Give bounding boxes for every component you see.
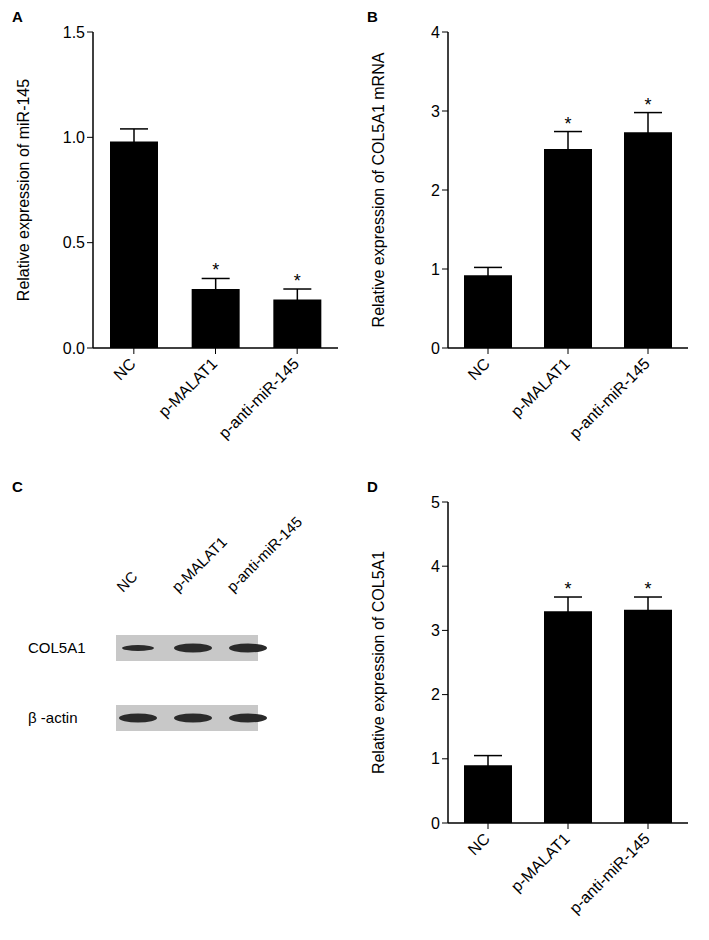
- svg-text:2: 2: [431, 686, 440, 703]
- svg-text:NC: NC: [465, 830, 493, 858]
- html-text:C: C: [12, 478, 23, 495]
- svg-text:p-anti-miR-145: p-anti-miR-145: [223, 513, 305, 595]
- svg-text:0.0: 0.0: [63, 340, 85, 357]
- svg-text:NC: NC: [113, 568, 140, 595]
- svg-text:p-anti-miR-145: p-anti-miR-145: [215, 355, 302, 442]
- svg-text:*: *: [564, 114, 571, 134]
- html-text:B: B: [367, 8, 378, 25]
- svg-text:0: 0: [431, 340, 440, 357]
- svg-text:1: 1: [431, 750, 440, 767]
- svg-text:1.0: 1.0: [63, 129, 85, 146]
- svg-text:0.5: 0.5: [63, 234, 85, 251]
- svg-text:Relative expression of COL5A1: Relative expression of COL5A1 mRNA: [370, 52, 387, 327]
- svg-text:1.5: 1.5: [63, 24, 85, 41]
- svg-text:4: 4: [431, 558, 440, 575]
- svg-text:4: 4: [431, 24, 440, 41]
- svg-text:p-MALAT1: p-MALAT1: [168, 533, 230, 595]
- svg-text:3: 3: [431, 622, 440, 639]
- svg-text:Relative expression of COL5A1: Relative expression of COL5A1: [370, 551, 387, 774]
- svg-text:β -actin: β -actin: [28, 709, 77, 726]
- svg-text:3: 3: [431, 103, 440, 120]
- html-text:D: D: [367, 478, 378, 495]
- svg-text:2: 2: [431, 182, 440, 199]
- svg-text:*: *: [644, 95, 651, 115]
- svg-text:Relative expression of miR-145: Relative expression of miR-145: [15, 79, 32, 301]
- svg-text:*: *: [564, 579, 571, 599]
- svg-text:0: 0: [431, 815, 440, 832]
- svg-text:NC: NC: [465, 355, 493, 383]
- svg-text:COL5A1: COL5A1: [28, 639, 86, 656]
- svg-text:p-MALAT1: p-MALAT1: [155, 355, 220, 420]
- svg-text:5: 5: [431, 494, 440, 511]
- svg-text:p-anti-miR-145: p-anti-miR-145: [566, 830, 653, 917]
- svg-text:*: *: [212, 260, 219, 280]
- svg-text:p-MALAT1: p-MALAT1: [508, 830, 573, 895]
- svg-text:NC: NC: [110, 355, 138, 383]
- svg-text:p-MALAT1: p-MALAT1: [508, 355, 573, 420]
- svg-text:p-anti-miR-145: p-anti-miR-145: [566, 355, 653, 442]
- svg-text:1: 1: [431, 261, 440, 278]
- html-text:A: A: [12, 8, 23, 25]
- svg-text:*: *: [294, 271, 301, 291]
- svg-text:*: *: [644, 579, 651, 599]
